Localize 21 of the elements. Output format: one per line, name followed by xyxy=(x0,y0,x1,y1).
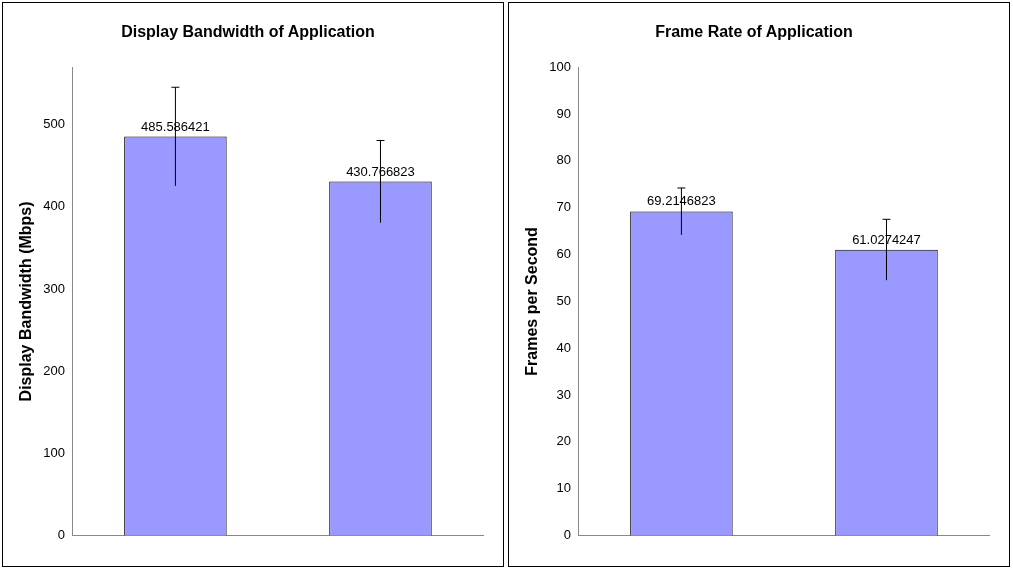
y-tick-label: 200 xyxy=(43,362,65,378)
y-tick-label: 100 xyxy=(549,58,571,74)
y-tick-label: 20 xyxy=(556,433,571,449)
y-tick-label: 400 xyxy=(43,198,65,214)
y-tick-label: 0 xyxy=(57,527,65,543)
y-tick-label: 40 xyxy=(556,339,571,355)
y-tick-label: 70 xyxy=(556,199,571,215)
y-tick-label: 100 xyxy=(43,445,65,460)
y-tick-label: 80 xyxy=(556,152,571,168)
y-axis-title: Frames per Second xyxy=(523,227,541,376)
y-axis-title: Display Bandwidth (Mbps) xyxy=(17,201,35,402)
chart-title: Frame Rate of Application xyxy=(655,23,853,41)
y-tick-label: 60 xyxy=(556,246,571,262)
y-tick-label: 50 xyxy=(556,292,571,308)
y-tick-label: 90 xyxy=(556,105,571,121)
y-tick-label: 300 xyxy=(43,280,65,296)
y-tick-label: 500 xyxy=(43,116,65,132)
y-tick-label: 0 xyxy=(563,527,571,543)
y-tick-label: 30 xyxy=(556,386,571,402)
chart-title: Display Bandwidth of Application xyxy=(121,23,375,41)
y-tick-label: 10 xyxy=(556,480,571,496)
